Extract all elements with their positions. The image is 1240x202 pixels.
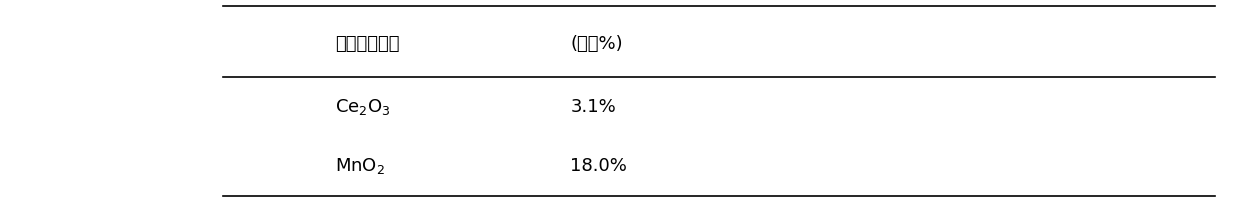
- Text: (重量%): (重量%): [570, 35, 622, 54]
- Text: 活性催化组份: 活性催化组份: [335, 35, 399, 54]
- Text: MnO$_2$: MnO$_2$: [335, 156, 384, 176]
- Text: 18.0%: 18.0%: [570, 157, 627, 175]
- Text: Ce$_2$O$_3$: Ce$_2$O$_3$: [335, 97, 391, 117]
- Text: 3.1%: 3.1%: [570, 98, 616, 116]
